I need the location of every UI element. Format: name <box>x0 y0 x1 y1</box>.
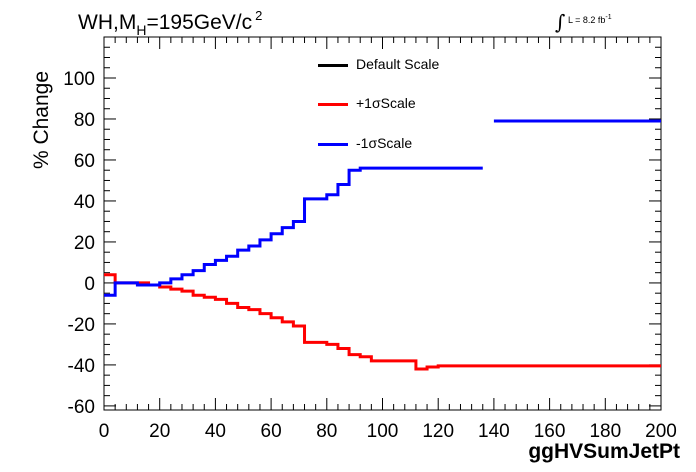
luminosity-label: ∫ L = 8.2 fb-1 <box>555 10 612 34</box>
y-tick-label: -40 <box>68 356 95 377</box>
x-tick-label: 180 <box>589 421 621 442</box>
integral-symbol: ∫ <box>555 10 566 34</box>
legend-swatch-plus1sigma <box>318 102 348 106</box>
luminosity-text: L = 8.2 fb <box>567 15 606 25</box>
y-tick-label: 0 <box>84 274 95 295</box>
title-sup: 2 <box>255 8 263 23</box>
legend-item-minus1sigma: -1σScale <box>318 135 412 155</box>
series-line-1 <box>104 273 661 371</box>
luminosity-sup: -1 <box>605 14 612 21</box>
x-tick-label: 200 <box>645 421 677 442</box>
x-tick-label: 140 <box>478 421 510 442</box>
y-tick-label: 20 <box>74 233 95 254</box>
series-line-2 <box>104 119 661 297</box>
chart-title: WH,MH=195GeV/c 2 <box>78 8 262 38</box>
x-tick-label: 80 <box>316 421 337 442</box>
legend-label-plus1sigma: +1σScale <box>356 95 416 111</box>
legend-item-default: Default Scale <box>318 56 439 76</box>
x-tick-label: 160 <box>534 421 566 442</box>
y-tick-label: -20 <box>68 315 95 336</box>
x-tick-label: 100 <box>367 421 399 442</box>
x-tick-label: 60 <box>261 421 282 442</box>
x-tick-label: 120 <box>422 421 454 442</box>
x-axis-label: ggHVSumJetPt <box>528 440 680 463</box>
plot-frame <box>103 36 662 411</box>
legend-swatch-minus1sigma <box>318 142 348 146</box>
y-tick-label: 60 <box>74 151 95 172</box>
title-main: WH,M <box>78 11 137 34</box>
y-tick-label: 80 <box>74 110 95 131</box>
legend-label-minus1sigma: -1σScale <box>356 135 413 151</box>
title-sub: H <box>136 22 147 38</box>
y-tick-label: 40 <box>74 192 95 213</box>
x-tick-label: 40 <box>205 421 226 442</box>
legend-swatch-default <box>318 63 348 67</box>
legend-item-plus1sigma: +1σScale <box>318 95 416 115</box>
y-axis-label: % Change <box>30 70 53 170</box>
legend-label-default: Default Scale <box>356 56 440 72</box>
y-tick-label: 100 <box>63 69 95 90</box>
x-tick-label: 0 <box>99 421 110 442</box>
x-tick-label: 20 <box>149 421 170 442</box>
title-rest: =195GeV/c <box>146 11 253 34</box>
y-tick-label: -60 <box>68 397 95 418</box>
